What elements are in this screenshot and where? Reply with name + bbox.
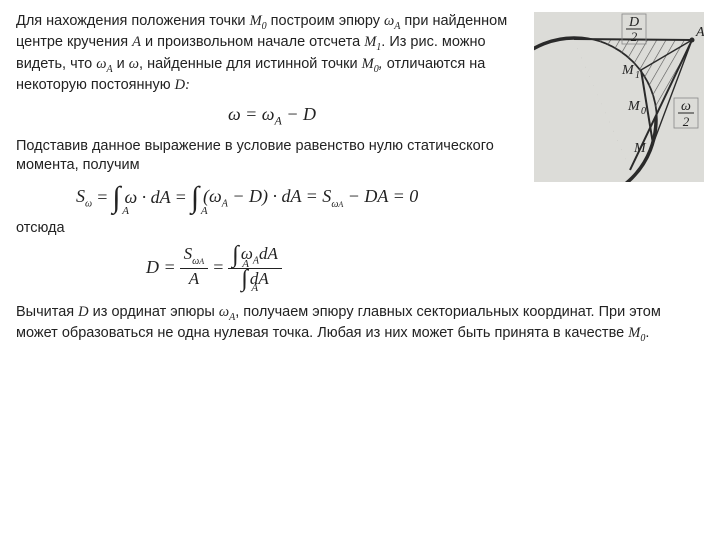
svg-text:0: 0	[641, 106, 646, 117]
svg-text:2: 2	[631, 29, 638, 44]
p3-a: Вычитая	[16, 304, 78, 320]
svg-text:D: D	[628, 15, 639, 30]
eq3-D: D =	[146, 255, 176, 279]
paragraph-1: Для нахождения положения точки M0 постро…	[16, 12, 528, 96]
eq1-l: ω = ω	[228, 104, 275, 124]
top-row: Для нахождения положения точки M0 постро…	[16, 12, 704, 182]
svg-text:ω: ω	[681, 99, 691, 114]
int-2: ∫A	[191, 186, 199, 210]
p1-d: и произвольном начале отсчета	[141, 34, 364, 50]
figure-diagram: D 2 A M1 M0 M ω 2	[534, 12, 704, 182]
svg-text:1: 1	[635, 70, 640, 81]
sym-omega2: ω	[96, 56, 106, 72]
equation-3: D = SωA A = ∫A ωAdA ∫A dA	[146, 245, 704, 289]
svg-text:2: 2	[683, 114, 690, 129]
sym-Ai: A	[132, 34, 141, 50]
sym-D: D:	[175, 77, 190, 93]
left-column: Для нахождения положения точки M0 постро…	[16, 12, 528, 182]
otsyuda: отсюда	[16, 219, 704, 239]
sym-M: M	[250, 13, 262, 29]
p3-M0: M	[628, 325, 640, 341]
svg-text:M: M	[633, 141, 647, 156]
sym-M1: M	[364, 34, 376, 50]
svg-text:A: A	[695, 25, 704, 40]
paragraph-2: Подставив данное выражение в условие рав…	[16, 137, 528, 176]
eq2-eq1: =	[96, 185, 108, 209]
sym-omega: ω	[384, 13, 394, 29]
p1-b: построим эпюру	[267, 13, 384, 29]
p3-d: .	[645, 325, 649, 341]
eq3-frac2: ∫A ωAdA ∫A dA	[228, 245, 282, 289]
eq2-int1: ω · dA	[124, 185, 170, 209]
eq3-eq: =	[212, 255, 224, 279]
p1-f: и	[113, 56, 129, 72]
sym-omega3: ω	[129, 56, 139, 72]
int-1: ∫A	[112, 186, 120, 210]
p1-g: , найденные для истинной точки	[139, 56, 362, 72]
svg-text:M: M	[621, 63, 635, 78]
p3-omega: ω	[219, 304, 229, 320]
p3-D: D	[78, 304, 88, 320]
svg-text:M: M	[627, 99, 641, 114]
p1-a: Для нахождения положения точки	[16, 13, 250, 29]
eq2-eq2: =	[175, 185, 187, 209]
eq2-paren: (ωA − D) · dA = SωA − DA = 0	[203, 184, 418, 211]
equation-2: Sω = ∫A ω · dA = ∫A (ωA − D) · dA = SωA …	[76, 184, 704, 211]
eq1-sub: A	[275, 113, 282, 127]
equation-1: ω = ωA − D	[16, 102, 528, 129]
eq1-r: − D	[282, 104, 316, 124]
eq2-S: Sω	[76, 184, 92, 211]
p3-b: из ординат эпюры	[89, 304, 219, 320]
paragraph-3: Вычитая D из ординат эпюры ωA, получаем …	[16, 303, 704, 346]
sym-M02: M	[362, 56, 374, 72]
eq3-frac1: SωA A	[180, 245, 208, 288]
